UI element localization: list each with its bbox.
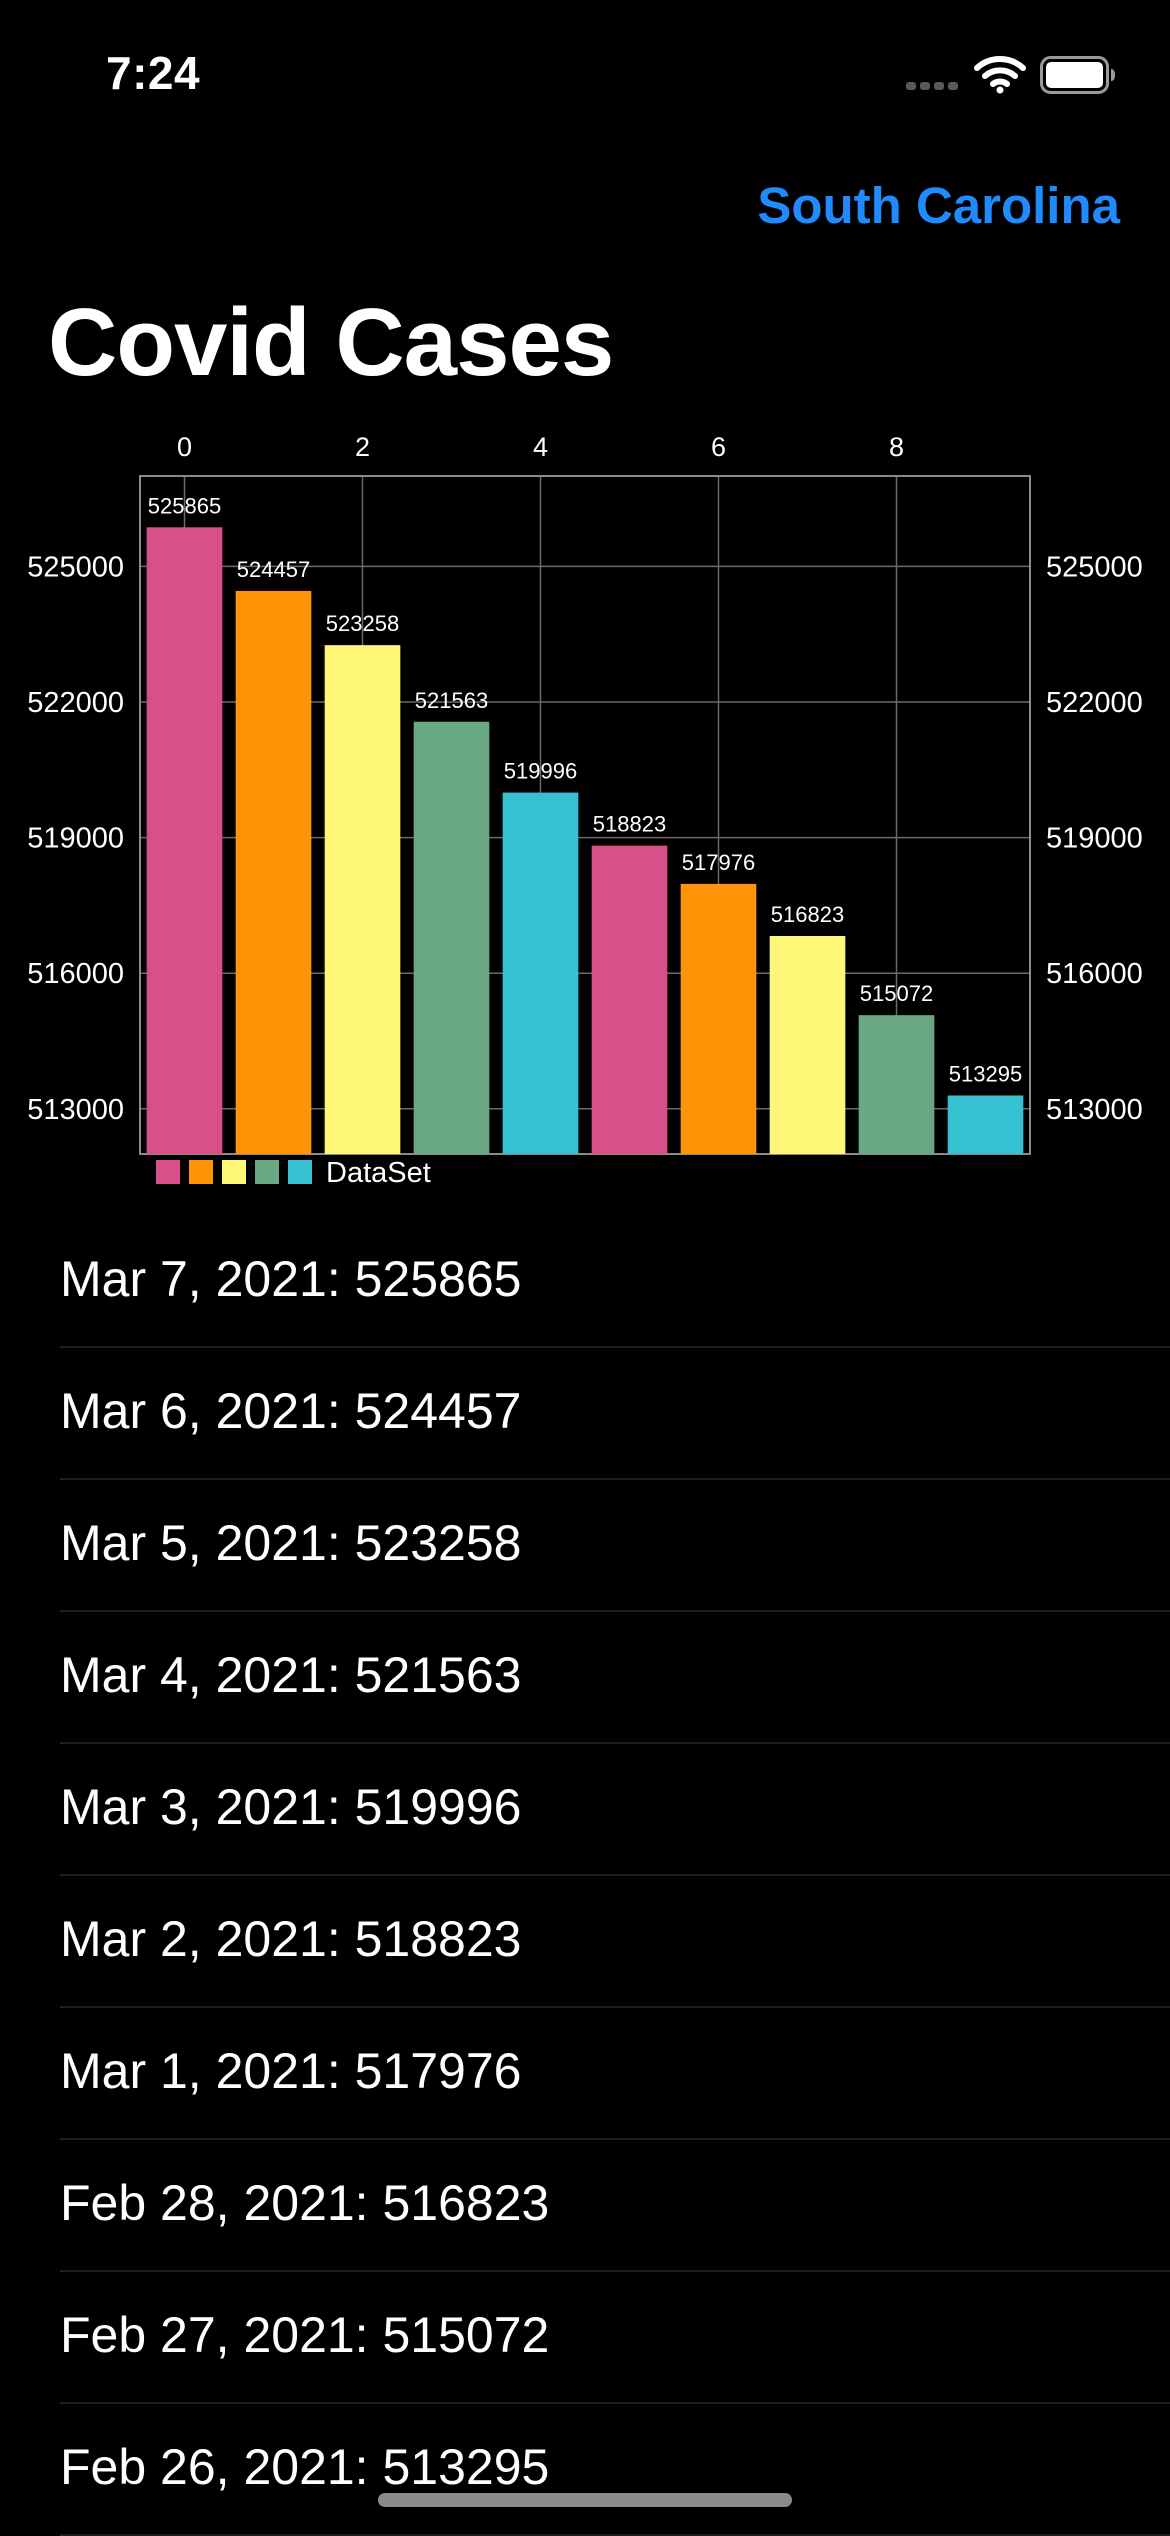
bar-value-label: 519996 <box>504 759 577 784</box>
bar <box>947 1095 1024 1154</box>
bar <box>591 845 668 1154</box>
legend-swatch <box>156 1160 180 1184</box>
y-tick-label-left: 519000 <box>27 823 124 855</box>
bar-value-label: 513295 <box>949 1061 1022 1086</box>
bar <box>769 936 846 1154</box>
bar-value-label: 524457 <box>237 557 310 582</box>
legend-swatch <box>255 1160 279 1184</box>
list-item-label: Feb 28, 2021: 516823 <box>60 2175 550 2231</box>
list-item-label: Mar 1, 2021: 517976 <box>60 2043 522 2099</box>
bar-value-label: 516823 <box>771 902 844 927</box>
bar-value-label: 523258 <box>326 611 399 636</box>
bar <box>324 645 401 1154</box>
list-item-label: Mar 2, 2021: 518823 <box>60 1911 522 1967</box>
list-item[interactable]: Feb 28, 2021: 516823 <box>60 2140 1170 2272</box>
bar-value-label: 517976 <box>682 850 755 875</box>
y-tick-label-left: 522000 <box>27 687 124 719</box>
y-tick-label-right: 516000 <box>1046 958 1143 990</box>
y-tick-label-right: 513000 <box>1046 1094 1143 1126</box>
wifi-icon <box>974 56 1026 94</box>
y-tick-label-right: 525000 <box>1046 551 1143 583</box>
bar <box>235 590 312 1154</box>
y-tick-label-left: 513000 <box>27 1094 124 1126</box>
y-tick-label-left: 525000 <box>27 551 124 583</box>
list-item-label: Mar 5, 2021: 523258 <box>60 1515 522 1571</box>
bar-chart: 0 2 4 6 8 525000 525000 522000 522000 519000 51900… <box>27 432 1143 1189</box>
list-item[interactable]: Mar 7, 2021: 525865 <box>60 1216 1170 1348</box>
status-bar: 7:24 <box>0 0 1170 150</box>
list-item[interactable]: Mar 1, 2021: 517976 <box>60 2008 1170 2140</box>
cases-list: Mar 7, 2021: 525865 Mar 6, 2021: 524457 Ma… <box>0 1216 1170 2536</box>
legend-swatch <box>222 1160 246 1184</box>
list-item-label: Feb 26, 2021: 513295 <box>60 2439 550 2495</box>
legend-swatch <box>288 1160 312 1184</box>
list-item-label: Feb 27, 2021: 515072 <box>60 2307 550 2363</box>
bar-value-label: 515072 <box>860 981 933 1006</box>
x-tick-label: 8 <box>889 432 904 462</box>
signal-icon <box>906 82 958 90</box>
y-tick-label-right: 519000 <box>1046 823 1143 855</box>
state-select-button[interactable]: South Carolina <box>757 177 1120 234</box>
battery-icon <box>1040 56 1115 94</box>
list-item[interactable]: Mar 5, 2021: 523258 <box>60 1480 1170 1612</box>
bar <box>502 792 579 1154</box>
x-tick-label: 0 <box>177 432 192 462</box>
legend-label: DataSet <box>326 1157 431 1189</box>
list-item[interactable]: Mar 4, 2021: 521563 <box>60 1612 1170 1744</box>
bar <box>858 1015 935 1154</box>
list-item[interactable]: Feb 27, 2021: 515072 <box>60 2272 1170 2404</box>
list-item-label: Mar 6, 2021: 524457 <box>60 1383 522 1439</box>
bar <box>680 883 757 1154</box>
bar-value-label: 518823 <box>593 812 666 837</box>
y-tick-label-right: 522000 <box>1046 687 1143 719</box>
list-item[interactable]: Mar 6, 2021: 524457 <box>60 1348 1170 1480</box>
list-item[interactable]: Feb 26, 2021: 513295 <box>60 2404 1170 2536</box>
page-title: Covid Cases <box>48 289 614 396</box>
home-indicator <box>378 2493 792 2507</box>
x-tick-label: 4 <box>533 432 548 462</box>
x-tick-label: 6 <box>711 432 726 462</box>
status-time: 7:24 <box>106 47 201 99</box>
bar <box>146 527 223 1154</box>
bar-value-label: 525865 <box>148 493 221 518</box>
list-item-label: Mar 4, 2021: 521563 <box>60 1647 522 1703</box>
bar-value-label: 521563 <box>415 688 488 713</box>
list-item-label: Mar 3, 2021: 519996 <box>60 1779 522 1835</box>
x-tick-label: 2 <box>355 432 370 462</box>
list-item-label: Mar 7, 2021: 525865 <box>60 1251 522 1307</box>
bar <box>413 721 490 1154</box>
y-tick-label-left: 516000 <box>27 958 124 990</box>
list-item[interactable]: Mar 3, 2021: 519996 <box>60 1744 1170 1876</box>
list-item[interactable]: Mar 2, 2021: 518823 <box>60 1876 1170 2008</box>
legend-swatch <box>189 1160 213 1184</box>
plot-frame <box>139 475 1031 1155</box>
